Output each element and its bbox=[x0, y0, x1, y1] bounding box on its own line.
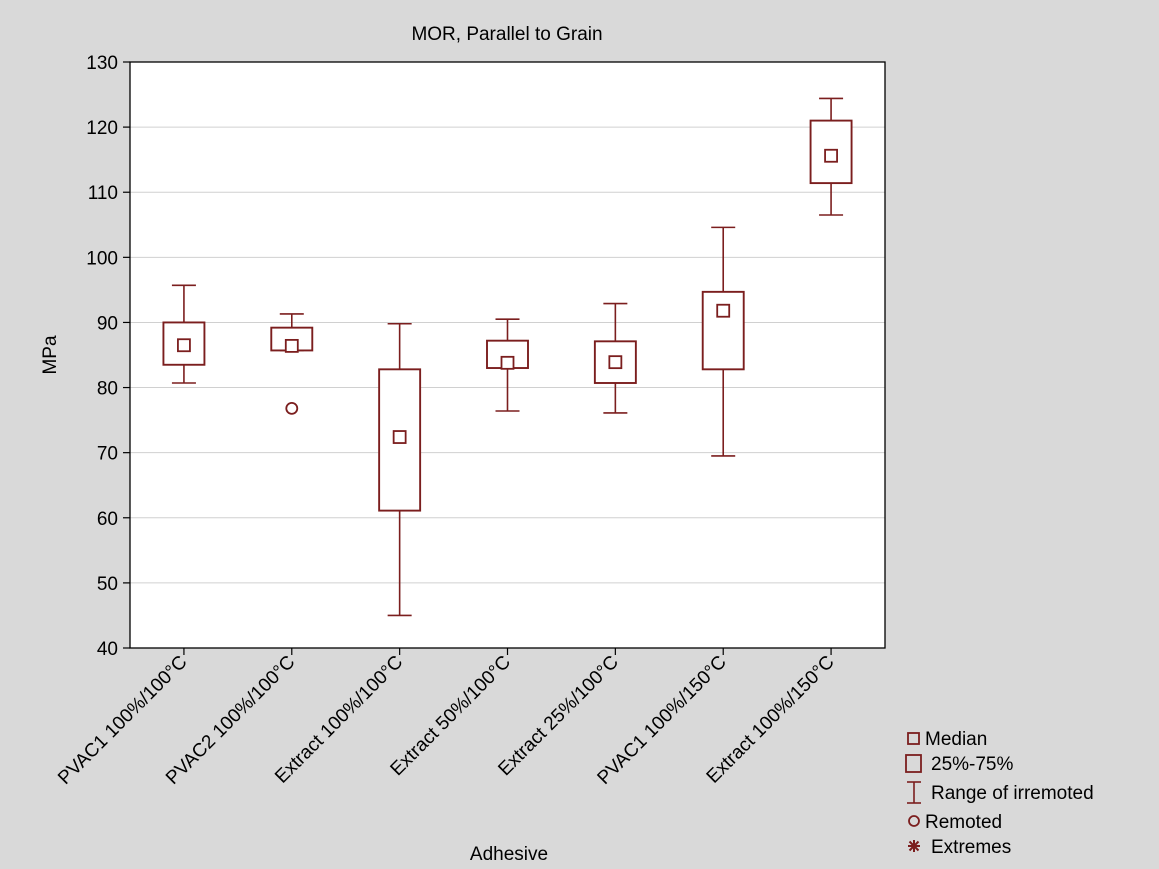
box-5 bbox=[593, 302, 637, 414]
median-marker bbox=[608, 355, 623, 370]
legend-median-label: Median bbox=[925, 729, 987, 750]
legend-remoted-label: Remoted bbox=[925, 812, 1002, 833]
y-tick-label: 50 bbox=[97, 574, 118, 595]
y-tick-label: 70 bbox=[97, 444, 118, 465]
legend-extremes-icon bbox=[908, 840, 920, 852]
box-2 bbox=[270, 313, 314, 415]
legend-box-icon bbox=[905, 754, 922, 773]
legend-whisker-label: Range of irremoted bbox=[931, 783, 1094, 804]
box-7 bbox=[809, 97, 853, 216]
legend-median-icon bbox=[907, 732, 920, 745]
legend-whisker-icon bbox=[907, 781, 921, 804]
y-tick-label: 80 bbox=[97, 379, 118, 400]
legend-remoted-icon bbox=[908, 815, 920, 827]
y-tick-label: 110 bbox=[88, 183, 118, 204]
outlier-marker bbox=[285, 401, 299, 415]
y-axis: 40 50 60 70 80 90 100 110 120 130 bbox=[86, 53, 130, 660]
median-marker bbox=[500, 355, 515, 370]
y-axis-label: MPa bbox=[40, 335, 61, 375]
median-marker bbox=[177, 338, 191, 353]
y-tick-label: 100 bbox=[86, 248, 118, 269]
legend-box-label: 25%-75% bbox=[931, 754, 1013, 775]
box-6 bbox=[701, 226, 745, 457]
y-tick-label: 60 bbox=[97, 509, 118, 530]
y-tick-label: 40 bbox=[97, 639, 118, 660]
median-marker bbox=[716, 303, 731, 318]
box-4 bbox=[486, 318, 529, 412]
y-tick-label: 90 bbox=[97, 313, 118, 334]
y-tick-label: 120 bbox=[86, 118, 118, 139]
grid-lines bbox=[130, 126, 885, 584]
iqr-box bbox=[701, 290, 745, 371]
median-marker bbox=[824, 148, 838, 163]
median-marker bbox=[392, 430, 407, 444]
median-marker bbox=[284, 338, 299, 353]
box-1 bbox=[162, 284, 206, 384]
legend: Median 25%-75% Range of irremoted Remote… bbox=[905, 729, 1094, 858]
chart-title: MOR, Parallel to Grain bbox=[411, 24, 602, 45]
box-3 bbox=[378, 322, 422, 617]
y-tick-label: 130 bbox=[86, 53, 118, 74]
x-axis-label: Adhesive bbox=[470, 844, 548, 865]
box-plots bbox=[162, 97, 853, 617]
legend-extremes-label: Extremes bbox=[931, 837, 1011, 858]
